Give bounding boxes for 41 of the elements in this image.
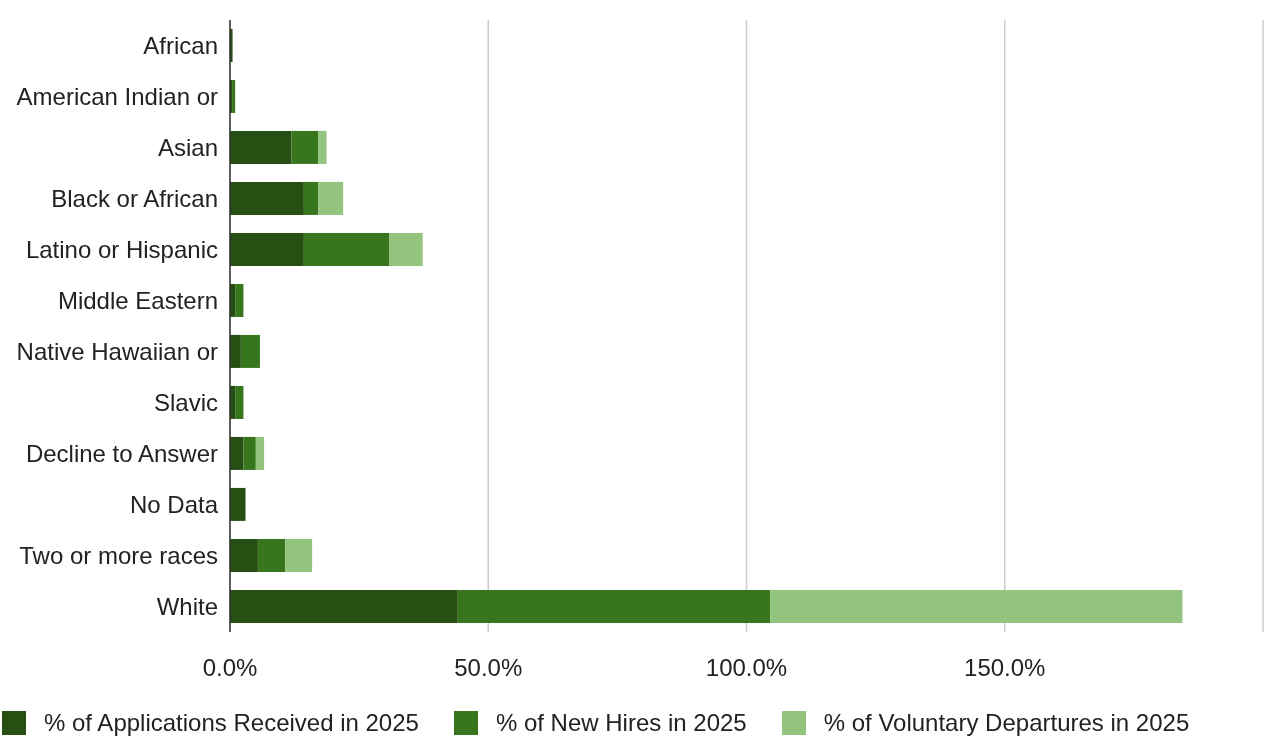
y-tick-label: Asian bbox=[157, 134, 218, 162]
bar bbox=[230, 538, 258, 572]
bar bbox=[230, 589, 458, 623]
bar bbox=[318, 181, 344, 215]
bar bbox=[255, 436, 265, 470]
y-tick-label: Black or African bbox=[51, 185, 218, 213]
bar bbox=[291, 130, 319, 164]
bar bbox=[243, 436, 256, 470]
bar bbox=[303, 181, 319, 215]
x-tick-label: 150.0% bbox=[964, 654, 1046, 682]
y-tick-label: Latino or Hispanic bbox=[25, 236, 218, 264]
bar bbox=[318, 130, 327, 164]
bar bbox=[230, 487, 246, 521]
y-tick-label: Slavic bbox=[153, 389, 218, 417]
y-tick-label: Two or more races bbox=[19, 542, 218, 570]
bar bbox=[770, 589, 1183, 623]
bar bbox=[230, 232, 304, 266]
legend-label: % of New Hires in 2025 bbox=[495, 709, 747, 737]
y-tick-label: American Indian or bbox=[16, 83, 218, 111]
bar bbox=[230, 181, 304, 215]
bar bbox=[303, 232, 390, 266]
x-tick-label: 0.0% bbox=[202, 654, 258, 682]
x-tick-label: 50.0% bbox=[454, 654, 523, 682]
x-tick-label: 100.0% bbox=[705, 654, 788, 682]
y-tick-label: Decline to Answer bbox=[25, 440, 219, 468]
bar bbox=[240, 334, 260, 368]
y-tick-label: Middle Eastern bbox=[57, 287, 218, 315]
bar bbox=[457, 589, 771, 623]
y-tick-label: African bbox=[143, 32, 218, 60]
bar bbox=[235, 385, 244, 419]
bar bbox=[285, 538, 313, 572]
legend-label: % of Applications Received in 2025 bbox=[44, 709, 419, 737]
bar bbox=[389, 232, 423, 266]
bar bbox=[230, 334, 241, 368]
bar bbox=[235, 283, 244, 317]
y-tick-label: White bbox=[156, 593, 218, 621]
y-tick-label: Native Hawaiian or bbox=[16, 338, 219, 366]
legend-label: % of Voluntary Departures in 2025 bbox=[823, 709, 1190, 737]
bar bbox=[230, 130, 292, 164]
bar bbox=[257, 538, 286, 572]
y-tick-label: No Data bbox=[129, 491, 219, 519]
